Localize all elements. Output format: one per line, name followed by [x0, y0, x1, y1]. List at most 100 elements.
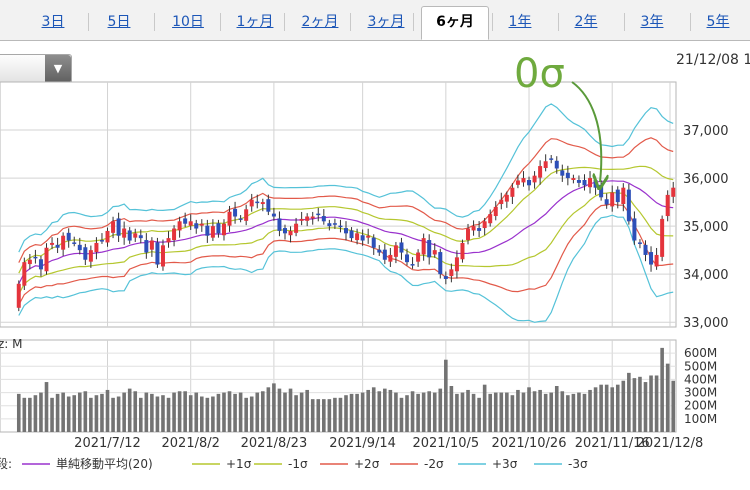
- band-line: [18, 137, 674, 263]
- volume-bar: [61, 392, 65, 432]
- volume-bar: [671, 380, 676, 432]
- band-line: [18, 214, 674, 323]
- candle-body: [238, 218, 243, 220]
- volume-bar: [554, 386, 559, 432]
- candle-body: [671, 187, 676, 197]
- volume-bar: [322, 399, 326, 432]
- band-line: [18, 103, 674, 253]
- candle-body: [493, 206, 498, 217]
- volume-bar: [560, 391, 565, 432]
- tab-5[interactable]: 3ヶ月: [367, 14, 405, 30]
- chevron-down-icon[interactable]: ▼: [45, 55, 71, 83]
- candle-body: [515, 180, 520, 185]
- volume-bar: [205, 397, 210, 432]
- candle-body: [466, 228, 471, 241]
- latest-date: 21/12/08 1: [676, 52, 750, 68]
- volume-bar: [627, 372, 631, 432]
- candle-body: [27, 259, 32, 265]
- tab-10[interactable]: 5年: [706, 14, 730, 30]
- volume-bar: [455, 393, 459, 432]
- tab-separator: [284, 13, 285, 31]
- candle-body: [637, 242, 642, 244]
- candle-body: [205, 225, 210, 236]
- volume-bar: [133, 391, 138, 432]
- volume-bar: [360, 392, 365, 432]
- candle-body: [504, 194, 509, 202]
- volume-bar: [621, 380, 626, 432]
- volume-bar: [222, 392, 226, 432]
- tab-2[interactable]: 10日: [172, 14, 204, 30]
- tab-6[interactable]: 6ヶ月: [421, 6, 489, 40]
- candle-body: [477, 228, 482, 231]
- y-tick-label: 37,000: [683, 124, 729, 139]
- volume-bar: [150, 393, 154, 432]
- volume-bar: [238, 392, 243, 432]
- candle-body: [271, 213, 276, 217]
- candle-body: [299, 218, 304, 221]
- candle-body: [183, 218, 188, 224]
- candle-body: [310, 216, 315, 219]
- volume-bar: [394, 392, 398, 432]
- candle-body: [294, 223, 299, 233]
- volume-bar: [527, 387, 531, 432]
- candle-body: [393, 245, 398, 257]
- candle-body: [288, 230, 293, 236]
- candle-body: [599, 184, 604, 198]
- candle-body: [571, 178, 576, 180]
- volume-bar: [488, 393, 493, 432]
- tab-separator: [154, 13, 155, 31]
- volume-bar: [100, 393, 104, 432]
- candle-body: [344, 228, 348, 234]
- candle-body: [83, 247, 88, 260]
- legend-label: 単純移動平均(20): [56, 457, 153, 471]
- candle-body: [460, 242, 465, 260]
- sigma-annotation: 0σ: [514, 51, 565, 97]
- tab-3[interactable]: 1ヶ月: [236, 14, 274, 30]
- tab-4[interactable]: 2ヶ月: [301, 14, 339, 30]
- tab-separator: [492, 13, 493, 31]
- volume-bar: [166, 397, 171, 432]
- volume-bar: [144, 392, 149, 432]
- candle-body: [399, 242, 404, 253]
- candle-body: [349, 230, 354, 239]
- candle-body: [277, 218, 282, 231]
- candle-body: [255, 201, 260, 204]
- volume-bar: [261, 391, 265, 432]
- candle-body: [454, 257, 459, 272]
- volume-tick-label: 500M: [684, 359, 717, 373]
- volume-bar: [44, 382, 49, 432]
- candle-body: [210, 226, 215, 238]
- volume-bar: [355, 393, 359, 432]
- volume-bar: [72, 395, 77, 432]
- volume-bar: [344, 395, 348, 432]
- volume-bar: [305, 389, 309, 432]
- candle-body: [194, 223, 199, 229]
- candle-body: [260, 202, 265, 205]
- candle-body: [16, 283, 21, 308]
- tab-1[interactable]: 5日: [107, 14, 131, 30]
- tab-0[interactable]: 3日: [41, 14, 65, 30]
- candle-body: [122, 228, 127, 238]
- chart-type-dropdown[interactable]: ▼: [0, 54, 72, 84]
- candle-body: [94, 242, 99, 253]
- volume-bar: [227, 391, 232, 432]
- x-tick-label: 2021/7/12: [74, 436, 141, 451]
- candle-body: [643, 244, 648, 255]
- legend-label: -3σ: [568, 457, 588, 471]
- tab-8[interactable]: 2年: [574, 14, 598, 30]
- candle-body: [510, 187, 515, 197]
- tab-7[interactable]: 1年: [508, 14, 532, 30]
- tab-separator: [690, 13, 691, 31]
- band-line: [18, 180, 674, 285]
- volume-bar: [593, 387, 598, 432]
- volume-bar: [377, 391, 382, 432]
- candle-body: [604, 199, 609, 205]
- volume-bar: [588, 389, 592, 432]
- tab-9[interactable]: 3年: [640, 14, 664, 30]
- candle-body: [482, 221, 487, 229]
- volume-bar: [383, 388, 387, 432]
- volume-bar: [432, 392, 437, 432]
- volume-bar: [33, 395, 38, 432]
- candle-body: [499, 199, 504, 205]
- candle-body: [443, 276, 448, 279]
